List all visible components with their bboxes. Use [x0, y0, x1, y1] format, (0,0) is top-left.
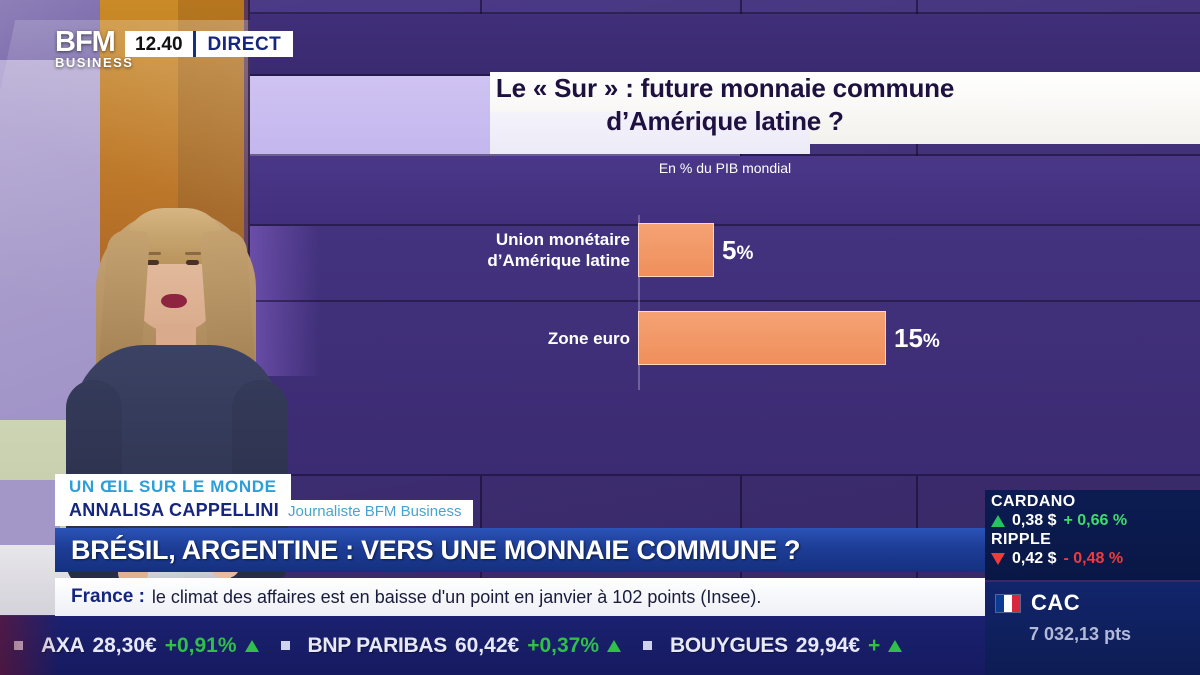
- crypto-name-1: RIPPLE: [991, 531, 1052, 548]
- studio-panel-edge: [244, 0, 250, 470]
- chart-bar-0: [638, 223, 714, 277]
- ticker-price-0: 28,30€: [92, 633, 157, 657]
- crypto-row-1: 0,42 $ - 0,48 %: [991, 549, 1200, 569]
- crypto-price-1: 0,42 $: [1012, 550, 1057, 567]
- index-name: CAC: [1031, 590, 1081, 615]
- chart-row-0: Union monétaire d’Amérique latine 5%: [250, 223, 1200, 277]
- channel-logo-main: BFM: [55, 26, 116, 58]
- wall-seam-horizontal-3: [250, 154, 1200, 156]
- ticker-price-2: 29,94€: [795, 633, 861, 657]
- chart-title-line1: Le « Sur » : future monnaie commune: [495, 73, 955, 103]
- wall-seam-horizontal-6: [250, 474, 1200, 476]
- crypto-quotes-panel: CARDANO 0,38 $ + 0,66 % RIPPLE 0,42 $ - …: [985, 490, 1200, 580]
- clock-live-bar: 12.40 DIRECT: [125, 31, 294, 57]
- arrow-up-icon-cardano: [991, 515, 1005, 527]
- presenter-eye-left: [146, 260, 159, 265]
- crypto-name-0: CARDANO: [991, 493, 1076, 510]
- videowall-band-mid: [250, 156, 1200, 226]
- ticker-change-1: +0,37%: [527, 633, 599, 657]
- headline-text: BRÉSIL, ARGENTINE : VERS UNE MONNAIE COM…: [71, 534, 801, 565]
- channel-logo-sub: BUSINESS: [55, 55, 134, 70]
- ticker-bullet-icon-2: [643, 641, 652, 650]
- percent-sign-0: %: [736, 242, 754, 264]
- arrow-up-icon-1: [607, 639, 621, 652]
- chart-value-label-0: 5%: [722, 234, 754, 265]
- wall-seam-horizontal-4: [250, 224, 1200, 226]
- chart-row-1: Zone euro 15%: [250, 311, 1200, 365]
- studio-panel-lavender-strip: [0, 480, 60, 550]
- ticker-name-1: BNP PARIBAS: [307, 633, 448, 657]
- wall-seam-horizontal-1: [250, 12, 1200, 14]
- crypto-row-0: 0,38 $ + 0,66 %: [991, 511, 1200, 531]
- chart-value-label-1: 15%: [894, 322, 940, 353]
- chart-title-line2: d’Amérique latine ?: [606, 106, 844, 136]
- index-points: 7 032,13 pts: [1029, 624, 1132, 644]
- ticker-item-1: BNP PARIBAS 60,42€ +0,37%: [280, 633, 644, 658]
- bar-chart: Union monétaire d’Amérique latine 5% Zon…: [250, 215, 1200, 390]
- crypto-change-1: - 0,48 %: [1063, 550, 1124, 567]
- presenter-role-text: Journaliste BFM Business: [288, 503, 462, 520]
- chart-category-label-0: Union monétaire d’Amérique latine: [487, 230, 630, 270]
- crypto-change-0: + 0,66 %: [1063, 512, 1128, 529]
- chart-subtitle: En % du PIB mondial: [658, 160, 792, 176]
- ticker-change-0: +0,91%: [164, 633, 237, 657]
- show-title-banner: UN ŒIL SUR LE MONDE: [55, 474, 291, 500]
- ticker-name-2: BOUYGUES: [670, 633, 788, 657]
- ticker-bullet-icon-1: [280, 641, 290, 650]
- clock-time: 12.40: [125, 31, 193, 57]
- chart-title: Le « Sur » : future monnaie commune d’Am…: [250, 72, 1200, 138]
- presenter-name-text: ANNALISA CAPPELLINI: [69, 500, 280, 520]
- ticker-left-fade: [0, 616, 60, 675]
- presenter-mouth: [161, 294, 187, 308]
- arrow-up-icon-2: [888, 639, 903, 652]
- arrow-up-icon-0: [244, 639, 259, 652]
- chart-category-label-1: Zone euro: [547, 328, 630, 348]
- news-country-label: France :: [71, 586, 145, 607]
- percent-sign-1: %: [922, 330, 940, 352]
- presenter-name-banner: ANNALISA CAPPELLINI Journaliste BFM Busi…: [55, 500, 474, 526]
- presenter-brow-right: [185, 252, 201, 255]
- crypto-item-1: RIPPLE 0,42 $ - 0,48 %: [991, 531, 1200, 569]
- headline-banner: BRÉSIL, ARGENTINE : VERS UNE MONNAIE COM…: [55, 528, 985, 572]
- chart-baseline-axis: [638, 215, 640, 390]
- crypto-item-0: CARDANO 0,38 $ + 0,66 %: [991, 493, 1200, 531]
- ticker-item-2: BOUYGUES 29,94€ +: [643, 634, 924, 658]
- presenter-eye-right: [186, 260, 199, 265]
- presenter-brow-left: [145, 252, 161, 255]
- channel-logo: BFM BUSINESS: [55, 28, 133, 70]
- ticker-price-1: 60,42€: [454, 633, 520, 657]
- stock-ticker: AXA 28,30€ +0,91% BNP PARIBAS 60,42€ +0,…: [0, 616, 985, 675]
- show-title-text: UN ŒIL SUR LE MONDE: [69, 477, 277, 496]
- news-text: le climat des affaires est en baisse d'u…: [151, 586, 762, 607]
- chart-bar-1: [638, 311, 886, 365]
- videowall-band-top: [250, 14, 1200, 76]
- france-flag-icon: [995, 593, 1021, 613]
- crypto-price-0: 0,38 $: [1012, 512, 1057, 529]
- index-panel: CAC 7 032,13 pts: [985, 582, 1200, 675]
- index-header-row: CAC: [995, 590, 1200, 616]
- wall-seam-horizontal-5: [250, 300, 1200, 302]
- news-flash-banner: France : le climat des affaires est en b…: [55, 578, 985, 616]
- live-badge: DIRECT: [195, 31, 294, 57]
- clock-separator: [192, 31, 196, 57]
- chart-title-band-secondary: [490, 112, 810, 154]
- ticker-change-2: +: [868, 633, 881, 657]
- arrow-down-icon-ripple: [991, 553, 1005, 565]
